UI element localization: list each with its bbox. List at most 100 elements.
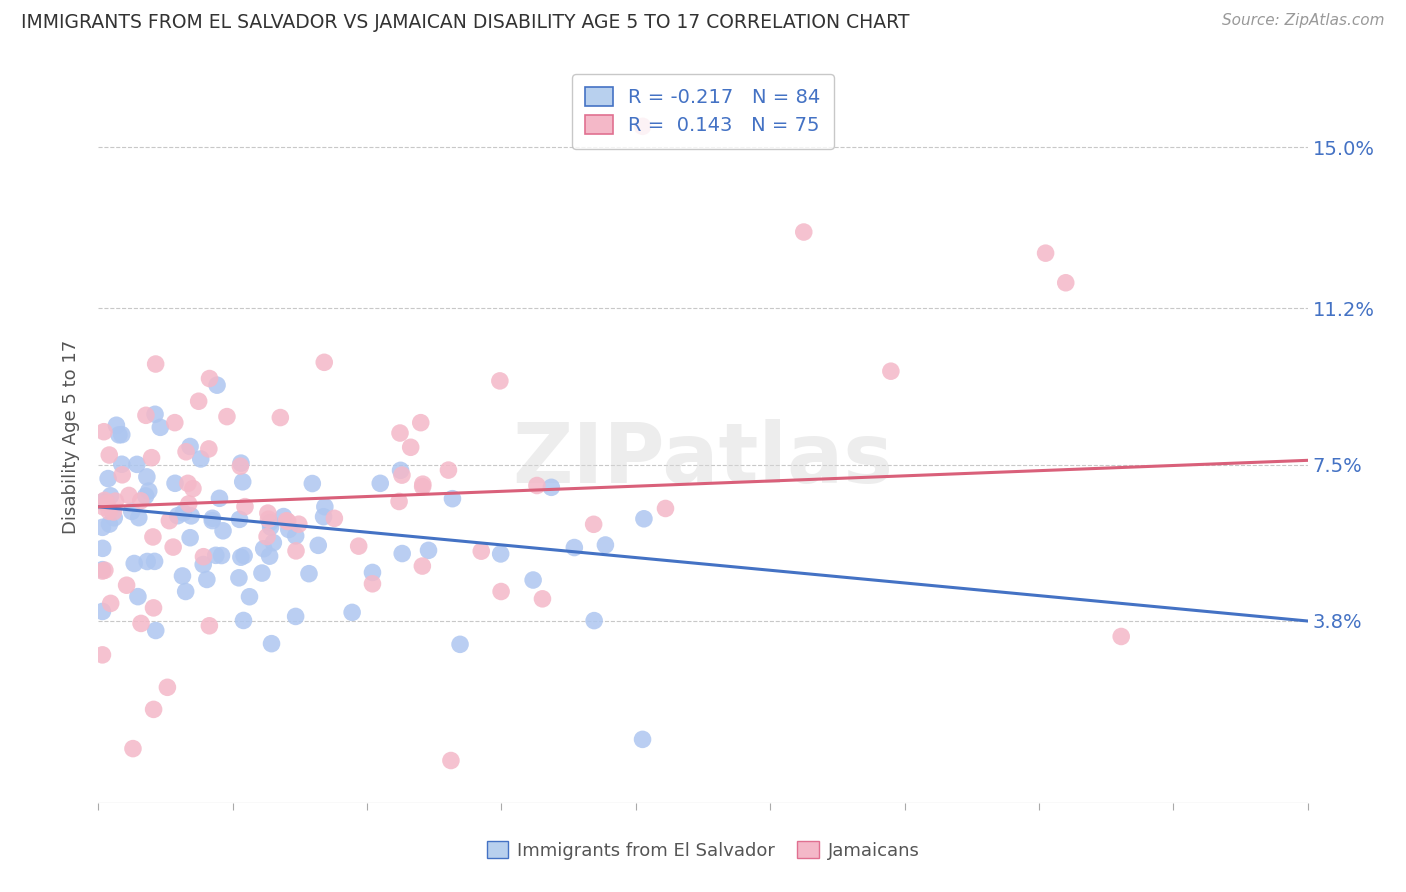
Point xyxy=(201,514,224,528)
Point xyxy=(269,410,291,425)
Point xyxy=(187,394,209,409)
Point xyxy=(583,614,606,628)
Point xyxy=(163,476,186,491)
Point xyxy=(277,523,299,537)
Point xyxy=(262,535,284,549)
Point xyxy=(489,547,512,561)
Point xyxy=(793,225,815,239)
Point xyxy=(179,440,201,454)
Point xyxy=(284,529,307,543)
Point xyxy=(257,506,280,520)
Point xyxy=(232,475,254,489)
Point xyxy=(323,511,346,525)
Point xyxy=(181,482,204,496)
Point xyxy=(314,355,336,369)
Point xyxy=(399,440,422,454)
Point xyxy=(104,494,127,508)
Point xyxy=(122,741,145,756)
Point xyxy=(142,600,165,615)
Point xyxy=(361,576,384,591)
Point xyxy=(141,450,163,465)
Point xyxy=(440,754,463,768)
Point xyxy=(233,500,256,514)
Point xyxy=(229,550,252,565)
Point xyxy=(121,504,143,518)
Point xyxy=(96,496,118,510)
Y-axis label: Disability Age 5 to 17: Disability Age 5 to 17 xyxy=(62,340,80,534)
Point xyxy=(340,606,363,620)
Point xyxy=(93,500,115,515)
Point xyxy=(98,504,121,518)
Text: IMMIGRANTS FROM EL SALVADOR VS JAMAICAN DISABILITY AGE 5 TO 17 CORRELATION CHART: IMMIGRANTS FROM EL SALVADOR VS JAMAICAN … xyxy=(21,13,910,32)
Point xyxy=(412,477,434,491)
Point xyxy=(193,558,215,572)
Point xyxy=(1035,246,1057,260)
Point xyxy=(228,571,250,585)
Point xyxy=(143,554,166,568)
Point xyxy=(215,409,238,424)
Point xyxy=(143,407,166,421)
Point xyxy=(138,484,160,499)
Point xyxy=(125,458,148,472)
Point xyxy=(105,418,128,433)
Point xyxy=(391,468,413,483)
Point xyxy=(388,494,411,508)
Point xyxy=(229,459,252,474)
Point xyxy=(259,520,281,534)
Point xyxy=(418,543,440,558)
Point xyxy=(172,506,194,520)
Point xyxy=(149,420,172,434)
Point xyxy=(391,547,413,561)
Point xyxy=(1054,276,1077,290)
Point xyxy=(177,497,200,511)
Point xyxy=(526,478,548,492)
Point xyxy=(260,637,283,651)
Point xyxy=(314,500,336,514)
Point xyxy=(531,591,554,606)
Point xyxy=(93,493,115,508)
Point xyxy=(118,488,141,502)
Point xyxy=(522,573,544,587)
Point xyxy=(441,491,464,506)
Point xyxy=(232,614,254,628)
Point xyxy=(361,566,384,580)
Point xyxy=(100,489,122,503)
Point xyxy=(489,374,512,388)
Point xyxy=(195,573,218,587)
Point xyxy=(470,544,492,558)
Point xyxy=(256,530,278,544)
Point xyxy=(91,564,114,578)
Point xyxy=(97,472,120,486)
Point xyxy=(229,456,252,470)
Point xyxy=(259,549,281,564)
Point xyxy=(259,516,281,530)
Point xyxy=(228,512,250,526)
Point xyxy=(103,505,125,519)
Point xyxy=(489,584,512,599)
Point xyxy=(145,624,167,638)
Legend: Immigrants from El Salvador, Jamaicans: Immigrants from El Salvador, Jamaicans xyxy=(479,834,927,867)
Point xyxy=(347,539,370,553)
Point xyxy=(91,648,114,662)
Point xyxy=(142,530,165,544)
Point xyxy=(111,467,134,482)
Point xyxy=(129,493,152,508)
Point xyxy=(301,476,323,491)
Point xyxy=(135,409,157,423)
Point xyxy=(449,637,471,651)
Point xyxy=(257,512,280,526)
Point xyxy=(208,491,231,506)
Point xyxy=(201,511,224,525)
Point xyxy=(388,425,411,440)
Point xyxy=(409,416,432,430)
Point xyxy=(631,120,654,134)
Point xyxy=(284,609,307,624)
Point xyxy=(108,427,131,442)
Point xyxy=(135,470,157,484)
Point xyxy=(307,538,329,552)
Point xyxy=(98,517,121,532)
Point xyxy=(389,463,412,477)
Point xyxy=(91,541,114,556)
Point xyxy=(562,541,585,555)
Point xyxy=(190,452,212,467)
